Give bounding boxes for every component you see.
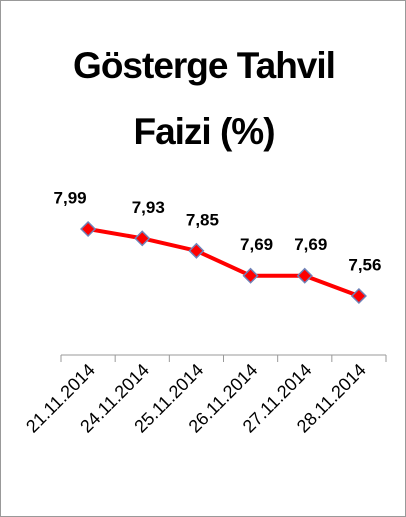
data-label: 7,56 (348, 255, 381, 274)
data-label: 7,99 (54, 188, 87, 207)
marker (134, 230, 151, 247)
data-label: 7,85 (186, 210, 219, 229)
chart-title: Gösterge Tahvil Faizi (%) (73, 45, 336, 152)
marker (188, 242, 205, 259)
data-label: 7,93 (132, 198, 165, 217)
data-label: 7,69 (240, 235, 273, 254)
marker (242, 267, 259, 284)
marker (80, 220, 97, 238)
marker (350, 287, 367, 305)
line (87, 227, 360, 298)
marker (296, 267, 313, 284)
data-label: 7,69 (294, 235, 327, 254)
